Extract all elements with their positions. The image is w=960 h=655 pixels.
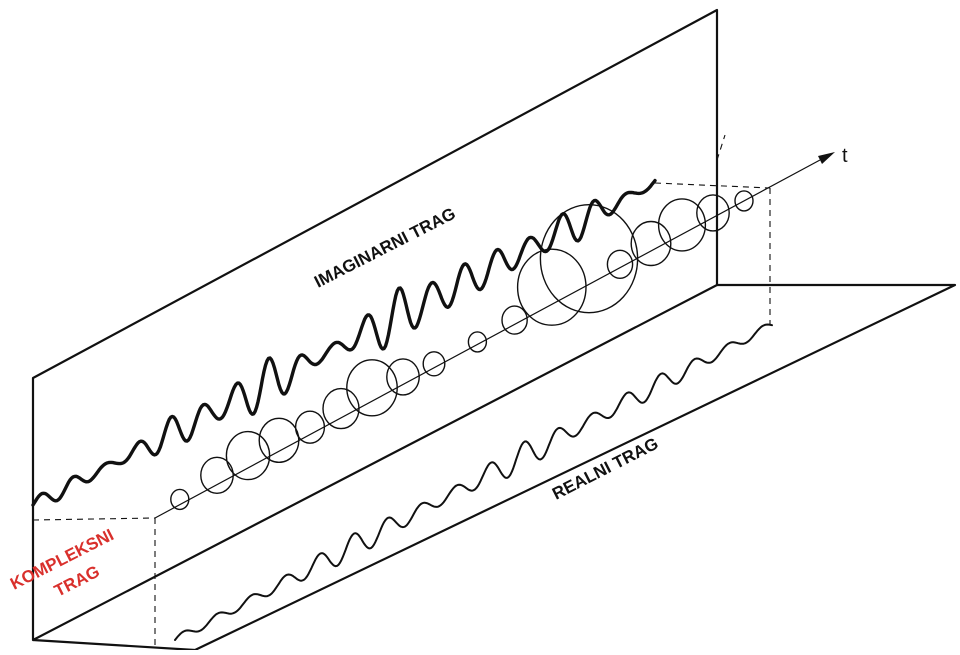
complex-trace-loop [258, 417, 300, 463]
complex-trace-loop [346, 359, 398, 417]
imaginary-trace [31, 178, 657, 507]
complex-trace [170, 190, 754, 511]
real-plane [32, 283, 957, 652]
complex-trace-loop [386, 358, 420, 396]
complex-trace-loop [539, 204, 639, 314]
real-trace [174, 323, 773, 641]
complex-trace-loop [170, 488, 190, 511]
complex-trace-loop [516, 248, 587, 326]
complex-trace-loop [467, 331, 488, 353]
real-trace-label: REALNI TRAG [549, 434, 661, 504]
projection-lines [32, 134, 771, 648]
time-axis-arrow [818, 152, 835, 164]
time-axis-line [154, 159, 821, 519]
complex-trace-loop [657, 198, 707, 252]
complex-trace-loop [630, 220, 672, 267]
complex-trace-loop [322, 387, 360, 430]
time-axis-label: t [842, 145, 848, 167]
complex-trace-loop [734, 190, 754, 212]
complex-trace-loop [422, 351, 446, 377]
complex-trace-loop [501, 305, 528, 335]
complex-trace-loop [606, 249, 634, 279]
complex-trace-loop [696, 194, 730, 232]
complex-trace-loop [294, 410, 326, 444]
complex-trace-loop [200, 456, 234, 494]
complex-trace-loop [225, 430, 271, 481]
